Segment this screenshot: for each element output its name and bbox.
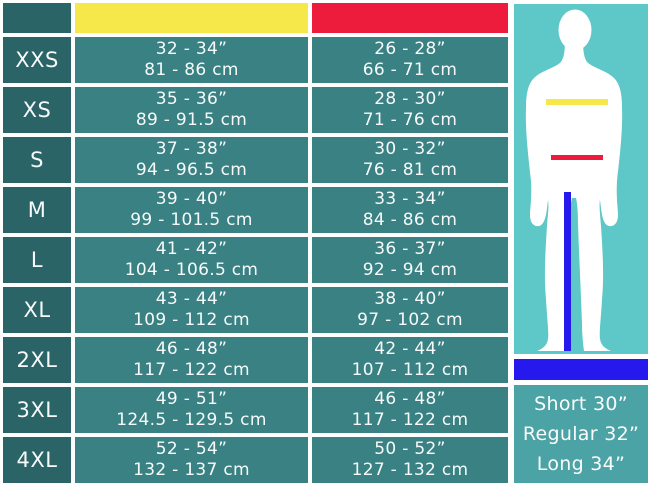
body-silhouette [514, 4, 648, 354]
waist-cm-value: 92 - 94 cm [362, 260, 458, 280]
size-label-4XL: 4XL [3, 437, 71, 483]
waist-inches-value: 38 - 40” [374, 289, 446, 309]
chest-cell-2XL: 46 - 48” 117 - 122 cm [75, 337, 308, 383]
waist-cm-value: 84 - 86 cm [362, 210, 458, 230]
size-table: XXS 32 - 34” 81 - 86 cm 26 - 28” 66 - 71 cm X… [3, 3, 508, 483]
inseam-option-1: Regular 32” [522, 423, 640, 445]
chest-inches-value: 46 - 48” [155, 339, 228, 359]
waist-inches-value: 28 - 30” [374, 89, 446, 109]
waist-cell-XXS: 26 - 28” 66 - 71 cm [312, 37, 508, 83]
chest-cm-value: 94 - 96.5 cm [135, 160, 248, 180]
waist-cm-value: 66 - 71 cm [362, 60, 458, 80]
chest-cell-XXS: 32 - 34” 81 - 86 cm [75, 37, 308, 83]
chest-inches-value: 52 - 54” [155, 439, 228, 459]
chest-cell-M: 39 - 40” 99 - 101.5 cm [75, 187, 308, 233]
size-label-XL: XL [3, 287, 71, 333]
waist-inches-value: 30 - 32” [374, 139, 446, 159]
waist-cell-XL: 38 - 40” 97 - 102 cm [312, 287, 508, 333]
waist-cell-4XL: 50 - 52” 127 - 132 cm [312, 437, 508, 483]
chest-inches-value: 35 - 36” [155, 89, 228, 109]
size-label-L: L [3, 237, 71, 283]
chest-cell-XL: 43 - 44” 109 - 112 cm [75, 287, 308, 333]
inseam-option-0: Short 30” [534, 393, 628, 415]
waist-cm-value: 76 - 81 cm [362, 160, 458, 180]
waist-cell-2XL: 42 - 44” 107 - 112 cm [312, 337, 508, 383]
waist-cell-XS: 28 - 30” 71 - 76 cm [312, 87, 508, 133]
chest-cell-S: 37 - 38” 94 - 96.5 cm [75, 137, 308, 183]
chest-cell-3XL: 49 - 51” 124.5 - 129.5 cm [75, 387, 308, 433]
waist-cm-value: 71 - 76 cm [362, 110, 458, 130]
chest-inches-value: 41 - 42” [155, 239, 228, 259]
size-label-M: M [3, 187, 71, 233]
chest-cell-L: 41 - 42” 104 - 106.5 cm [75, 237, 308, 283]
waist-cm-value: 117 - 122 cm [351, 410, 469, 430]
inseam-line-blue [564, 192, 571, 351]
waist-inches-value: 33 - 34” [374, 189, 446, 209]
waist-cm-value: 107 - 112 cm [351, 360, 469, 380]
waist-inches-value: 46 - 48” [374, 389, 446, 409]
waist-line-red [551, 155, 603, 160]
size-label-3XL: 3XL [3, 387, 71, 433]
chest-cm-value: 109 - 112 cm [133, 310, 250, 330]
chest-cm-value: 89 - 91.5 cm [135, 110, 248, 130]
inseam-options-panel: Short 30” Regular 32” Long 34” [514, 385, 648, 483]
chest-inches-value: 37 - 38” [155, 139, 228, 159]
chest-cell-XS: 35 - 36” 89 - 91.5 cm [75, 87, 308, 133]
size-label-S: S [3, 137, 71, 183]
chest-cell-4XL: 52 - 54” 132 - 137 cm [75, 437, 308, 483]
inseam-option-2: Long 34” [536, 453, 626, 475]
chest-inches-value: 49 - 51” [155, 389, 228, 409]
waist-cm-value: 97 - 102 cm [357, 310, 463, 330]
size-column-header [3, 3, 71, 33]
waist-inches-value: 36 - 37” [374, 239, 446, 259]
waist-inches-value: 42 - 44” [374, 339, 446, 359]
chest-inches-value: 43 - 44” [155, 289, 228, 309]
chest-cm-value: 117 - 122 cm [133, 360, 250, 380]
chest-cm-value: 81 - 86 cm [144, 60, 239, 80]
waist-cell-3XL: 46 - 48” 117 - 122 cm [312, 387, 508, 433]
body-measurement-diagram [514, 4, 648, 354]
chest-column-header-yellow [75, 3, 308, 33]
chest-inches-value: 32 - 34” [155, 39, 228, 59]
inseam-header-blue [514, 359, 648, 380]
size-label-XS: XS [3, 87, 71, 133]
waist-cell-S: 30 - 32” 76 - 81 cm [312, 137, 508, 183]
chest-cm-value: 99 - 101.5 cm [130, 210, 253, 230]
waist-cm-value: 127 - 132 cm [351, 460, 469, 480]
waist-cell-L: 36 - 37” 92 - 94 cm [312, 237, 508, 283]
chest-line-yellow [546, 99, 608, 105]
waist-inches-value: 50 - 52” [374, 439, 446, 459]
chest-cm-value: 132 - 137 cm [133, 460, 250, 480]
waist-cell-M: 33 - 34” 84 - 86 cm [312, 187, 508, 233]
chest-cm-value: 104 - 106.5 cm [124, 260, 259, 280]
chest-inches-value: 39 - 40” [155, 189, 228, 209]
chest-cm-value: 124.5 - 129.5 cm [116, 410, 267, 430]
size-label-2XL: 2XL [3, 337, 71, 383]
size-label-XXS: XXS [3, 37, 71, 83]
waist-column-header-red [312, 3, 508, 33]
waist-inches-value: 26 - 28” [374, 39, 446, 59]
